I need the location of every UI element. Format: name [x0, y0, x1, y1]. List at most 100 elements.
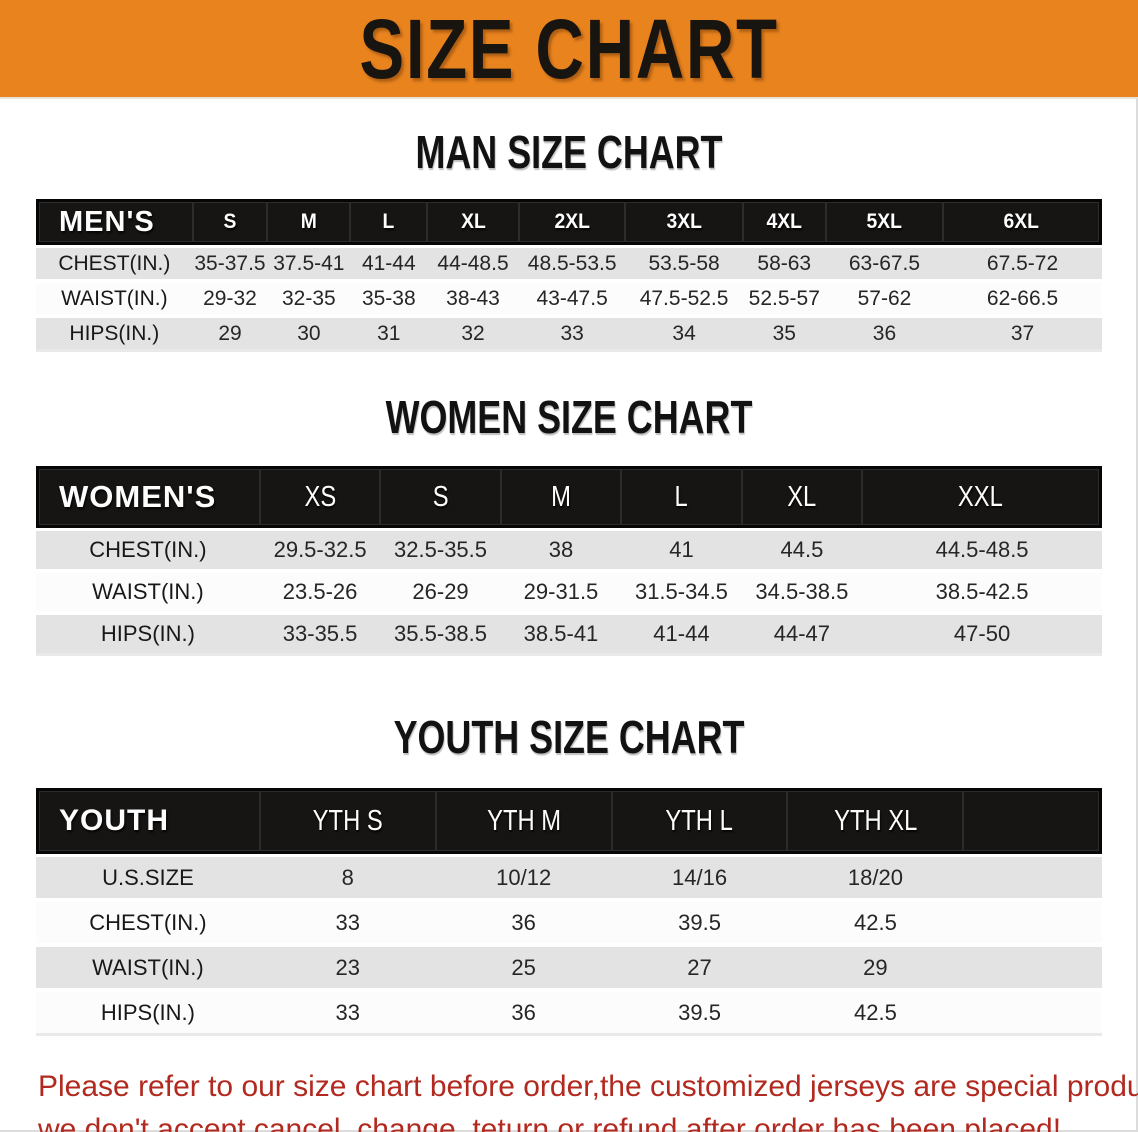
table-header-row: MEN'S S M L XL 2XL 3XL 4XL 5XL 6XL — [36, 199, 1102, 245]
value-cell: 30 — [267, 318, 351, 352]
size-column-header: M — [500, 466, 622, 528]
size-column-header: 5XL — [825, 199, 944, 245]
corner-label: WOMEN'S — [36, 466, 260, 528]
table-header-row: WOMEN'S XS S M L XL XXL — [36, 466, 1102, 528]
table-row: U.S.SIZE 8 10/12 14/16 18/20 — [36, 854, 1102, 902]
size-chart-body: MAN SIZE CHART MEN'S S M L XL 2XL 3XL 4XL 5XL 6XL… — [0, 129, 1138, 1132]
value-cell: 32.5-35.5 — [380, 528, 501, 573]
spacer-cell — [963, 992, 1102, 1036]
row-label: HIPS(IN.) — [36, 615, 260, 656]
value-cell: 41-44 — [350, 245, 428, 283]
size-column-header: 3XL — [625, 199, 743, 245]
row-label: U.S.SIZE — [36, 854, 260, 902]
value-cell: 42.5 — [787, 902, 964, 947]
row-label: HIPS(IN.) — [36, 992, 260, 1036]
value-cell: 57-62 — [825, 283, 944, 318]
size-column-header: XL — [427, 199, 519, 245]
row-label: WAIST(IN.) — [36, 573, 260, 615]
table-row: WAIST(IN.) 23.5-26 26-29 29-31.5 31.5-34.5 34… — [36, 573, 1102, 615]
spacer-cell — [963, 947, 1102, 992]
value-cell: 36 — [435, 902, 612, 947]
value-cell: 18/20 — [787, 854, 964, 902]
table-row: HIPS(IN.) 33-35.5 35.5-38.5 38.5-41 41-44 44-… — [36, 615, 1102, 656]
row-label: CHEST(IN.) — [36, 902, 260, 947]
youth-size-table-slot: YOUTH YTH S YTH M YTH L YTH XL U.S.SIZE 8 10/12… — [0, 788, 1138, 1036]
row-label: WAIST(IN.) — [36, 947, 260, 992]
value-cell: 29.5-32.5 — [259, 528, 381, 573]
size-chart-banner: SIZE CHART — [0, 0, 1138, 99]
value-cell: 44.5-48.5 — [862, 528, 1102, 573]
row-label: HIPS(IN.) — [36, 318, 193, 352]
womens-size-table: WOMEN'S XS S M L XL XXL CHEST(IN.) 29.5-32.5 32.5… — [36, 466, 1102, 656]
value-cell: 39.5 — [611, 902, 788, 947]
value-cell: 41 — [621, 528, 742, 573]
women-size-table-slot: WOMEN'S XS S M L XL XXL CHEST(IN.) 29.5-32.5 32.5… — [0, 466, 1138, 656]
value-cell: 41-44 — [621, 615, 742, 656]
youth-section-heading: YOUTH SIZE CHART — [393, 711, 745, 763]
note-line-2: we don't accept cancel, change, teturn o… — [38, 1112, 1062, 1132]
value-cell: 10/12 — [435, 854, 612, 902]
value-cell: 39.5 — [611, 992, 788, 1036]
size-column-header: L — [350, 199, 428, 245]
spacer-cell — [963, 854, 1102, 902]
spacer-cell — [963, 788, 1102, 854]
value-cell: 38 — [500, 528, 622, 573]
value-cell: 34.5-38.5 — [741, 573, 863, 615]
size-column-header: XL — [741, 466, 863, 528]
value-cell: 67.5-72 — [943, 245, 1102, 283]
man-section-heading: MAN SIZE CHART — [415, 126, 723, 178]
value-cell: 26-29 — [380, 573, 501, 615]
row-label: CHEST(IN.) — [36, 528, 260, 573]
size-column-header: YTH M — [435, 788, 612, 854]
value-cell: 35.5-38.5 — [380, 615, 501, 656]
value-cell: 29 — [192, 318, 268, 352]
value-cell: 32-35 — [267, 283, 351, 318]
size-column-header: YTH S — [259, 788, 436, 854]
value-cell: 33 — [259, 992, 436, 1036]
mens-size-table: MEN'S S M L XL 2XL 3XL 4XL 5XL 6XL CHEST(IN.) 35-37… — [36, 199, 1102, 352]
youth-size-table: YOUTH YTH S YTH M YTH L YTH XL U.S.SIZE 8 10/12… — [36, 788, 1102, 1036]
value-cell: 38-43 — [427, 283, 519, 318]
size-column-header: 6XL — [943, 199, 1102, 245]
value-cell: 47-50 — [862, 615, 1102, 656]
value-cell: 44-48.5 — [427, 245, 519, 283]
value-cell: 25 — [435, 947, 612, 992]
table-row: HIPS(IN.) 29 30 31 32 33 34 35 36 37 — [36, 318, 1102, 352]
value-cell: 23.5-26 — [259, 573, 381, 615]
value-cell: 53.5-58 — [625, 245, 743, 283]
spacer-cell — [963, 902, 1102, 947]
man-size-section: MAN SIZE CHART MEN'S S M L XL 2XL 3XL 4XL 5XL 6XL… — [0, 129, 1138, 352]
value-cell: 37.5-41 — [267, 245, 351, 283]
value-cell: 44-47 — [741, 615, 863, 656]
women-section-heading: WOMEN SIZE CHART — [385, 391, 753, 443]
value-cell: 33 — [518, 318, 626, 352]
value-cell: 63-67.5 — [825, 245, 944, 283]
value-cell: 34 — [625, 318, 743, 352]
value-cell: 38.5-42.5 — [862, 573, 1102, 615]
table-header-row: YOUTH YTH S YTH M YTH L YTH XL — [36, 788, 1102, 854]
value-cell: 35 — [742, 318, 826, 352]
youth-size-section: YOUTH SIZE CHART YOUTH YTH S YTH M YTH L YTH… — [0, 714, 1138, 1036]
value-cell: 29-31.5 — [500, 573, 622, 615]
table-row: CHEST(IN.) 35-37.5 37.5-41 41-44 44-48.5 48.5… — [36, 245, 1102, 283]
value-cell: 23 — [259, 947, 436, 992]
row-label: CHEST(IN.) — [36, 245, 193, 283]
man-size-table-slot: MEN'S S M L XL 2XL 3XL 4XL 5XL 6XL CHEST(IN.) 35-37… — [0, 199, 1138, 352]
table-row: CHEST(IN.) 33 36 39.5 42.5 — [36, 902, 1102, 947]
value-cell: 47.5-52.5 — [625, 283, 743, 318]
value-cell: 36 — [435, 992, 612, 1036]
value-cell: 62-66.5 — [943, 283, 1102, 318]
note-line-1: Please refer to our size chart before or… — [38, 1070, 1138, 1103]
value-cell: 44.5 — [741, 528, 863, 573]
size-column-header: XXL — [862, 466, 1102, 528]
value-cell: 29 — [787, 947, 964, 992]
value-cell: 31.5-34.5 — [621, 573, 742, 615]
value-cell: 33 — [259, 902, 436, 947]
size-column-header: 4XL — [742, 199, 826, 245]
table-row: HIPS(IN.) 33 36 39.5 42.5 — [36, 992, 1102, 1036]
women-size-section: WOMEN SIZE CHART WOMEN'S XS S M L XL XXL CHEST(… — [0, 394, 1138, 656]
value-cell: 8 — [259, 854, 436, 902]
order-note: Please refer to our size chart before or… — [0, 1066, 1138, 1132]
size-column-header: L — [621, 466, 742, 528]
size-column-header: M — [267, 199, 351, 245]
